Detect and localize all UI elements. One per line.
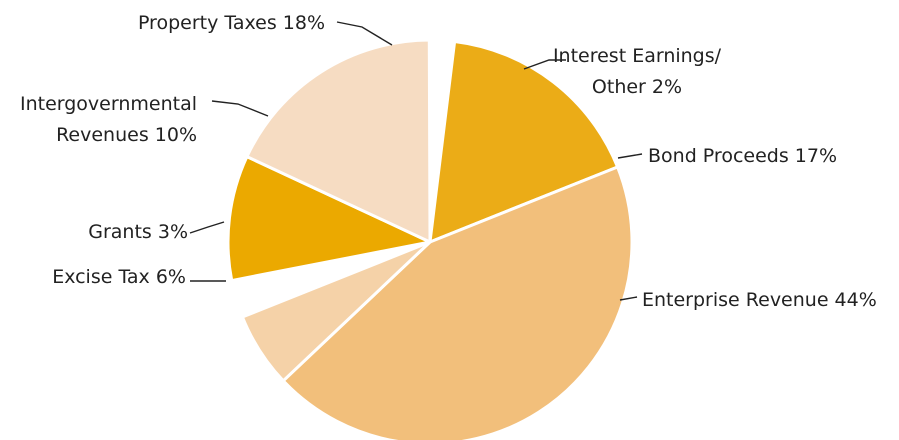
slice-label-grants-line-1: Grants 3%	[88, 221, 188, 243]
slice-label-interest: Interest Earnings/Other 2%	[553, 45, 722, 98]
leader-line-enterprise	[619, 296, 638, 301]
slice-label-interest-line-1: Interest Earnings/	[553, 45, 722, 67]
slice-label-intergov-line-1: Intergovernmental	[20, 93, 197, 115]
pie-slice-enterprise	[281, 165, 634, 440]
pie-slices	[212, 20, 634, 440]
slice-label-property-line-1: Property Taxes 18%	[138, 12, 325, 34]
slice-label-bond: Bond Proceeds 17%	[648, 145, 837, 167]
slice-label-excise: Excise Tax 6%	[52, 266, 186, 288]
pie-slice-excise	[240, 240, 432, 383]
pie-slice-property	[245, 38, 432, 244]
leader-lines	[189, 21, 643, 301]
slice-label-property: Property Taxes 18%	[138, 12, 325, 34]
slice-label-intergov-line-2: Revenues 10%	[56, 124, 197, 146]
pie-slice-grants	[212, 245, 415, 324]
slice-label-enterprise-line-1: Enterprise Revenue 44%	[642, 289, 877, 311]
pie-slice-bond	[428, 40, 620, 244]
pie-slice-interest	[428, 20, 458, 226]
slice-label-enterprise: Enterprise Revenue 44%	[642, 289, 877, 311]
slice-label-excise-line-1: Excise Tax 6%	[52, 266, 186, 288]
leader-line-interest	[523, 59, 566, 70]
slice-label-interest-line-2: Other 2%	[592, 76, 682, 98]
slice-label-bond-line-1: Bond Proceeds 17%	[648, 145, 837, 167]
leader-line-property	[336, 21, 393, 46]
leader-line-intergov	[211, 100, 269, 117]
slice-labels: Bond Proceeds 17% Enterprise Revenue 44% E…	[20, 12, 877, 311]
pie-slice-intergov	[226, 155, 432, 283]
leader-line-grants	[189, 221, 225, 234]
leader-line-bond	[617, 153, 643, 159]
slice-label-grants: Grants 3%	[88, 221, 188, 243]
slice-label-intergov: Intergovernmental Revenues 10%	[20, 93, 197, 146]
